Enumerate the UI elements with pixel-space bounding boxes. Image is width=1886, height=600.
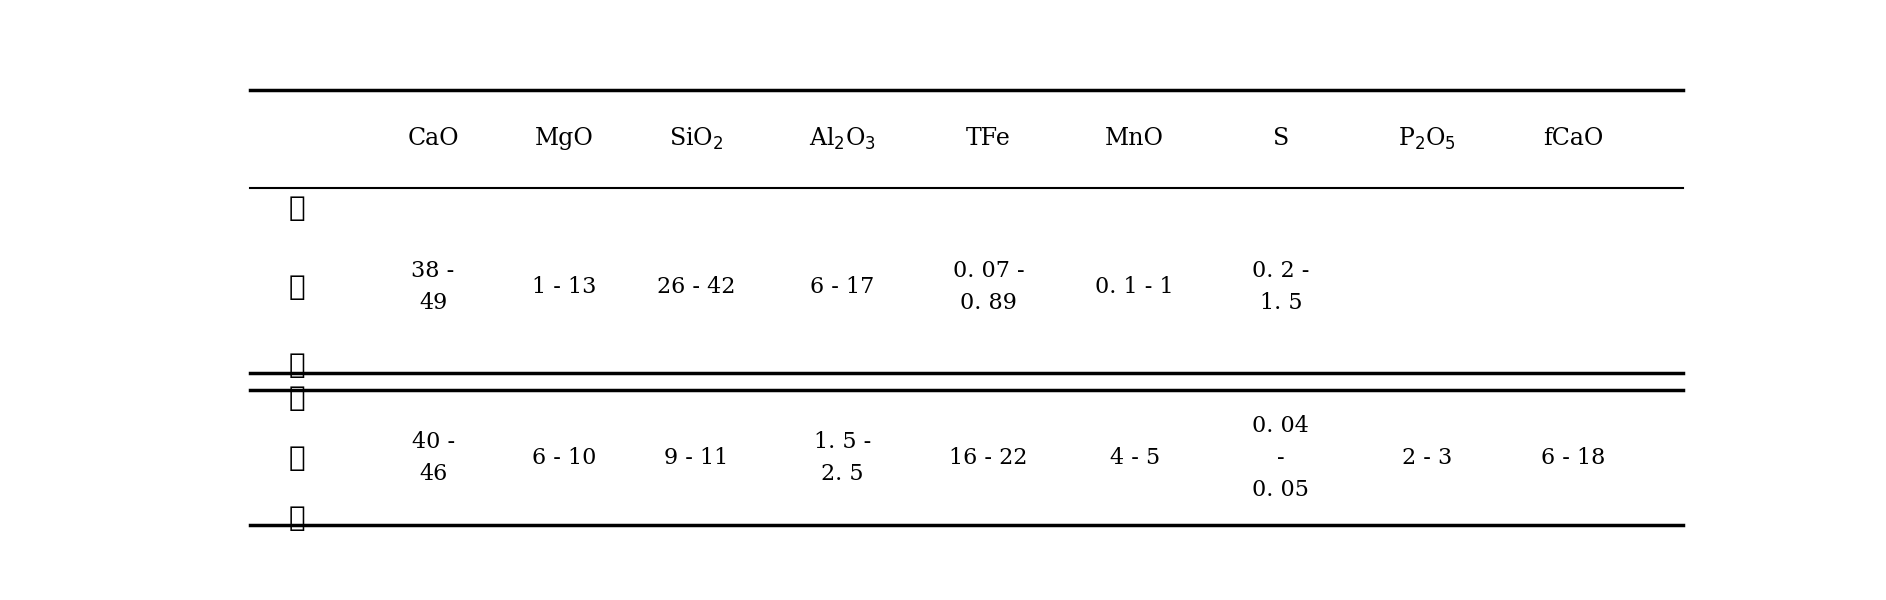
Text: 2 - 3: 2 - 3 [1401,447,1452,469]
Text: 0. 1 - 1: 0. 1 - 1 [1096,276,1173,298]
Text: 38 -
49: 38 - 49 [411,260,455,314]
Text: SiO$_2$: SiO$_2$ [670,126,724,152]
Text: 6 - 10: 6 - 10 [532,447,596,469]
Text: 渣: 渣 [289,504,306,532]
Text: 0. 07 -
0. 89: 0. 07 - 0. 89 [952,260,1024,314]
Text: MnO: MnO [1105,127,1164,151]
Text: 16 - 22: 16 - 22 [949,447,1028,469]
Text: 炉: 炉 [289,273,306,301]
Text: S: S [1273,127,1288,151]
Text: 0. 2 -
1. 5: 0. 2 - 1. 5 [1252,260,1309,314]
Text: 炉: 炉 [289,444,306,472]
Text: 6 - 18: 6 - 18 [1541,447,1605,469]
Text: 转: 转 [289,384,306,412]
Text: Al$_2$O$_3$: Al$_2$O$_3$ [809,126,875,152]
Text: 1. 5 -
2. 5: 1. 5 - 2. 5 [813,431,871,485]
Text: CaO: CaO [407,127,458,151]
Text: TFe: TFe [966,127,1011,151]
Text: MgO: MgO [536,127,594,151]
Text: 高: 高 [289,194,306,222]
Text: 4 - 5: 4 - 5 [1109,447,1160,469]
Text: 渣: 渣 [289,352,306,379]
Text: 40 -
46: 40 - 46 [411,431,455,485]
Text: 1 - 13: 1 - 13 [532,276,596,298]
Text: 6 - 17: 6 - 17 [811,276,875,298]
Text: 9 - 11: 9 - 11 [664,447,728,469]
Text: fCaO: fCaO [1543,127,1603,151]
Text: 0. 04
-
0. 05: 0. 04 - 0. 05 [1252,415,1309,501]
Text: P$_2$O$_5$: P$_2$O$_5$ [1398,126,1456,152]
Text: 26 - 42: 26 - 42 [656,276,736,298]
